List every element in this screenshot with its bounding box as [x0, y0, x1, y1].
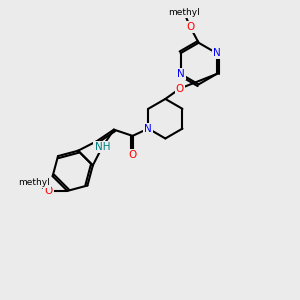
Text: N: N [213, 48, 220, 58]
Text: N: N [144, 124, 152, 134]
Text: methyl: methyl [18, 178, 50, 187]
Text: O: O [44, 186, 53, 196]
Text: O: O [176, 83, 184, 94]
Text: O: O [128, 150, 137, 160]
Text: NH: NH [94, 142, 110, 152]
Text: N: N [177, 69, 184, 79]
Text: O: O [186, 22, 194, 32]
Text: methyl: methyl [168, 8, 200, 17]
